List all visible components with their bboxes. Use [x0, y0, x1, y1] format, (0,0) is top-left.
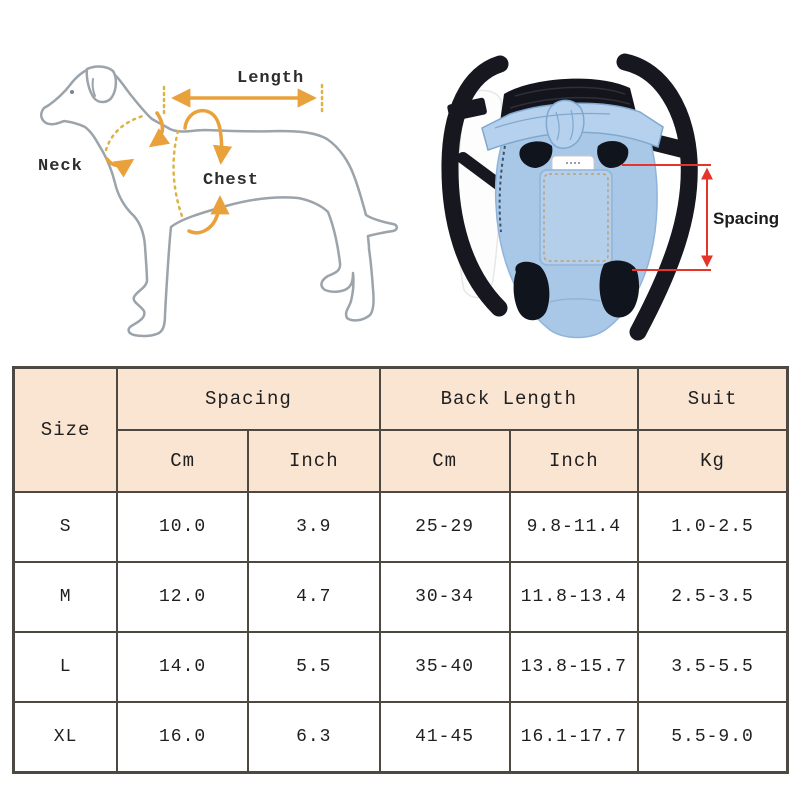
spacing-label: Spacing — [713, 209, 779, 228]
cell-spacing-inch: 6.3 — [247, 701, 381, 774]
strap-adjuster-left — [447, 97, 487, 122]
length-annotation — [162, 83, 324, 119]
cell-suit-kg: 1.0-2.5 — [637, 491, 789, 563]
cell-size: L — [12, 631, 119, 703]
table-header-row-1: Size Spacing Back Length Suit — [12, 366, 789, 493]
cell-back-cm: 25-29 — [378, 491, 511, 563]
size-table-panel: Size Spacing Back Length Suit Cm Inch Cm… — [12, 366, 789, 774]
header-spacing-inch: Inch — [247, 429, 381, 493]
cell-spacing-inch: 3.9 — [247, 491, 381, 563]
table-row-s: S 10.0 3.9 25-29 9.8-11.4 1.0-2.5 — [12, 491, 789, 563]
header-suit: Suit — [637, 366, 789, 431]
chest-annotation — [172, 108, 233, 235]
upper-leg-hole-left — [519, 141, 553, 168]
cell-suit-kg: 2.5-3.5 — [637, 561, 789, 633]
carrier-photo-svg: Spacing — [441, 53, 779, 341]
cell-back-inch: 16.1-17.7 — [508, 701, 640, 774]
cell-size: M — [12, 561, 119, 633]
dog-eye — [70, 90, 74, 94]
header-size: Size — [12, 366, 119, 493]
header-spacing-cm: Cm — [116, 429, 249, 493]
table-row-l: L 14.0 5.5 35-40 13.8-15.7 3.5-5.5 — [12, 631, 789, 703]
header-back-inch: Inch — [508, 429, 640, 493]
neck-label: Neck — [38, 157, 83, 176]
tie-band — [481, 99, 664, 151]
cell-spacing-inch: 5.5 — [247, 631, 381, 703]
spacing-annotation — [622, 164, 713, 271]
strap-adjuster-right — [651, 134, 691, 159]
cell-size: S — [12, 491, 119, 563]
cell-spacing-cm: 10.0 — [116, 491, 249, 563]
cell-back-inch: 11.8-13.4 — [508, 561, 640, 633]
cell-back-cm: 41-45 — [378, 701, 511, 774]
header-back-cm: Cm — [378, 429, 511, 493]
table-row-xl: XL 16.0 6.3 41-45 16.1-17.7 5.5-9.0 — [12, 701, 789, 774]
carrier-photo: Spacing — [400, 0, 800, 360]
cell-spacing-cm: 14.0 — [116, 631, 249, 703]
tie-knot — [545, 99, 585, 149]
header-spacing: Spacing — [116, 366, 381, 431]
upper-leg-hole-right — [597, 140, 629, 168]
cell-spacing-inch: 4.7 — [247, 561, 381, 633]
cell-back-cm: 30-34 — [378, 561, 511, 633]
cell-back-inch: 13.8-15.7 — [508, 631, 640, 703]
cell-spacing-cm: 12.0 — [116, 561, 249, 633]
cell-suit-kg: 3.5-5.5 — [637, 631, 789, 703]
lower-leg-hole-right — [599, 260, 640, 318]
front-pocket — [539, 169, 613, 266]
cell-back-cm: 35-40 — [378, 631, 511, 703]
lower-leg-hole-left — [513, 261, 550, 321]
cell-spacing-cm: 16.0 — [116, 701, 249, 774]
chest-label: Chest — [203, 171, 259, 190]
table-header-row-2: Cm Inch Cm Inch Kg — [14, 429, 789, 493]
table-row-m: M 12.0 4.7 30-34 11.8-13.4 2.5-3.5 — [12, 561, 789, 633]
neck-annotation — [104, 111, 171, 178]
length-label: Length — [237, 69, 304, 88]
cell-size: XL — [12, 701, 119, 774]
bottom-seam — [549, 298, 601, 303]
size-table: Size Spacing Back Length Suit Cm Inch Cm… — [12, 366, 789, 774]
cell-suit-kg: 5.5-9.0 — [637, 701, 789, 774]
cell-back-inch: 9.8-11.4 — [508, 491, 640, 563]
header-suit-kg: Kg — [637, 429, 789, 493]
dog-measure-diagram: Length Neck Chest — [0, 0, 400, 360]
header-back-length: Back Length — [378, 366, 640, 431]
dog-diagram-svg: Length Neck Chest — [38, 65, 398, 338]
